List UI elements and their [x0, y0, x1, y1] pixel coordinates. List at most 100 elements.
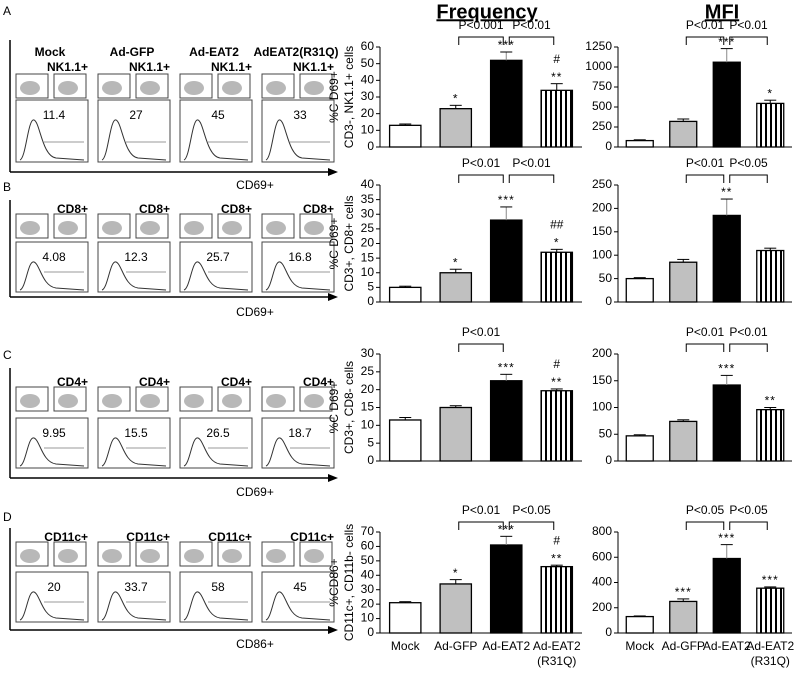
percent-label: 18.7 — [288, 426, 312, 440]
histogram-curve — [265, 591, 331, 621]
gate-label: NK1.1+ — [211, 60, 252, 74]
density-blob — [222, 81, 242, 95]
y-axis-label: CD3+, CD8- cells — [342, 361, 356, 454]
y-tick-label: 50 — [361, 553, 375, 567]
density-blob — [140, 221, 160, 235]
x-tick-label: Ad-EAT2 (R31Q) — [533, 639, 581, 668]
column-header: Mock — [35, 45, 66, 59]
x-tick-label: Ad-GFP — [434, 639, 477, 653]
density-blob — [304, 221, 324, 235]
density-blob — [140, 81, 160, 95]
bar — [756, 408, 785, 462]
comparison-label: P<0.01 — [686, 18, 725, 32]
header-frequency: Frequency — [436, 1, 538, 23]
axis-label: CD69+ — [236, 305, 274, 319]
comparison-bracket — [729, 36, 768, 45]
y-tick-label: 40 — [361, 73, 375, 87]
bar — [712, 384, 741, 462]
histogram-box — [15, 571, 89, 623]
significance-stars: *** — [762, 573, 779, 587]
x-tick-label: Mock — [625, 639, 655, 653]
histogram-box — [261, 571, 335, 623]
axis-label: CD86+ — [236, 637, 274, 651]
y-axis-label: %C D69+ — [327, 218, 341, 270]
bar — [669, 420, 698, 462]
density-blob — [102, 394, 122, 408]
panel-letter: A — [3, 4, 11, 18]
percent-label: 15.5 — [124, 426, 148, 440]
y-tick-label: 0 — [605, 453, 612, 467]
panel-letter: B — [3, 180, 11, 194]
y-tick-label: 20 — [361, 106, 375, 120]
density-blob — [184, 221, 204, 235]
density-blob — [58, 394, 78, 408]
panel-letter: C — [3, 348, 12, 362]
bar — [489, 544, 523, 634]
density-blob — [222, 549, 242, 563]
significance-stars: * — [453, 92, 459, 106]
y-tick-label: 100 — [592, 400, 612, 414]
x-tick-label: Mock — [391, 639, 421, 653]
y-axis-label: %CD86+ — [327, 558, 341, 606]
y-tick-label: 10 — [361, 123, 375, 137]
percent-label: 11.4 — [43, 108, 66, 122]
gate-label: NK1.1+ — [293, 60, 334, 74]
y-tick-label: 10 — [361, 611, 375, 625]
percent-label: 4.08 — [42, 250, 66, 264]
y-tick-label: 15 — [361, 400, 375, 414]
bar — [625, 277, 654, 303]
density-blob — [222, 221, 242, 235]
y-tick-label: 0 — [367, 294, 374, 308]
y-tick-label: 40 — [361, 567, 375, 581]
bar — [756, 102, 785, 148]
significance-stars: ** — [551, 375, 562, 389]
significance-stars: ** — [551, 70, 562, 84]
histogram-box — [97, 99, 171, 163]
x-tick-label: Ad-EAT2 — [703, 639, 751, 653]
significance-hash: # — [553, 52, 560, 66]
significance-hash: # — [553, 533, 560, 547]
comparison-label: P<0.01 — [686, 325, 725, 339]
gate-label: CD8+ — [57, 202, 88, 216]
y-tick-label: 600 — [592, 549, 612, 563]
bar — [625, 435, 654, 462]
comparison-bracket — [508, 174, 555, 183]
comparison-bracket — [729, 174, 768, 183]
histogram-curve — [101, 119, 167, 161]
y-tick-label: 15 — [361, 250, 375, 264]
bar — [388, 419, 422, 462]
density-blob — [140, 394, 160, 408]
density-blob — [102, 81, 122, 95]
gate-label: CD4+ — [221, 375, 252, 389]
histogram-curve — [101, 591, 167, 621]
comparison-label: P<0.01 — [729, 18, 768, 32]
density-blob — [20, 221, 40, 235]
comparison-label: P<0.01 — [686, 156, 725, 170]
density-blob — [266, 221, 286, 235]
histogram-curve — [19, 437, 85, 467]
comparison-label: P<0.01 — [512, 18, 551, 32]
density-blob — [20, 549, 40, 563]
y-tick-label: 0 — [605, 139, 612, 153]
density-blob — [266, 549, 286, 563]
bar — [388, 602, 422, 634]
histogram-curve — [183, 119, 249, 161]
column-header: Ad-EAT2 — [189, 45, 239, 59]
density-blob — [58, 81, 78, 95]
gate-label: CD8+ — [221, 202, 252, 216]
bar — [489, 380, 523, 462]
panel-letter: D — [3, 510, 12, 524]
bar — [669, 600, 698, 634]
y-tick-label: 250 — [592, 119, 612, 133]
y-tick-label: 400 — [592, 575, 612, 589]
bar — [669, 261, 698, 303]
histogram-box — [97, 571, 171, 623]
density-blob — [140, 549, 160, 563]
comparison-bracket — [685, 36, 725, 45]
y-tick-label: 50 — [599, 426, 613, 440]
y-tick-label: 0 — [605, 625, 612, 639]
bar — [625, 615, 654, 634]
comparison-label: P<0.01 — [462, 325, 501, 339]
comparison-label: P<0.001 — [458, 18, 503, 32]
y-tick-label: 5 — [367, 280, 374, 294]
